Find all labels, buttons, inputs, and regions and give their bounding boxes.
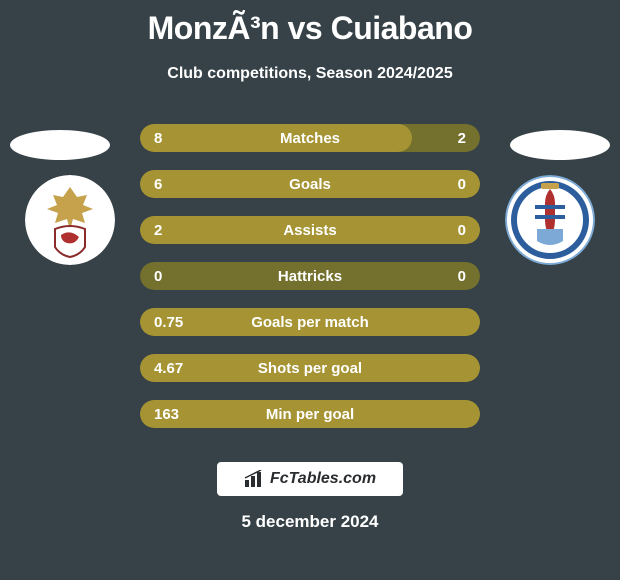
fctables-badge[interactable]: FcTables.com [215,460,405,498]
bar-fill [140,308,480,336]
stat-bars: 82Matches60Goals20Assists00Hattricks0.75… [140,124,480,428]
stat-left-value: 0 [154,262,162,290]
stat-row: 60Goals [140,170,480,198]
bar-bg [140,262,480,290]
left-team-crest [25,175,115,265]
stat-left-value: 6 [154,170,162,198]
stat-row: 163Min per goal [140,400,480,428]
bar-fill [140,124,412,152]
date-label: 5 december 2024 [0,512,620,532]
bar-fill [140,216,480,244]
bar-fill [140,170,480,198]
stat-left-value: 0.75 [154,308,183,336]
fctables-badge-text: FcTables.com [270,470,376,488]
stat-row: 00Hattricks [140,262,480,290]
stat-row: 0.75Goals per match [140,308,480,336]
bar-fill [140,354,480,382]
bars-icon [244,470,266,488]
right-ellipse [510,130,610,160]
deportivo-crest-icon [505,175,595,265]
stat-right-value: 0 [458,216,466,244]
page-subtitle: Club competitions, Season 2024/2025 [0,65,620,83]
stat-right-value: 0 [458,170,466,198]
right-team-crest [505,175,595,265]
stat-row: 20Assists [140,216,480,244]
stat-right-value: 0 [458,262,466,290]
stat-left-value: 163 [154,400,179,428]
bar-fill [140,400,480,428]
stat-left-value: 8 [154,124,162,152]
stat-left-value: 4.67 [154,354,183,382]
stat-right-value: 2 [458,124,466,152]
stat-row: 82Matches [140,124,480,152]
zaragoza-crest-icon [25,175,115,265]
stat-left-value: 2 [154,216,162,244]
page-title: MonzÃ³n vs Cuiabano [0,0,620,47]
stat-row: 4.67Shots per goal [140,354,480,382]
left-ellipse [10,130,110,160]
comparison-card: MonzÃ³n vs Cuiabano Club competitions, S… [0,0,620,580]
